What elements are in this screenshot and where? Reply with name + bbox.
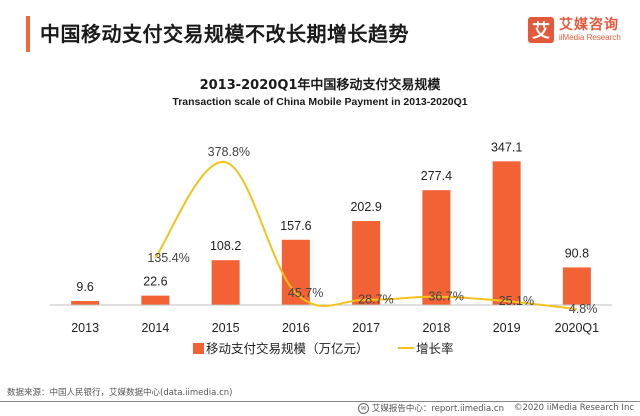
x-tick-label-2013: 2013 <box>71 321 99 335</box>
bar-label-2014: 22.6 <box>143 275 167 289</box>
growth-label-2020Q1: 4.8% <box>569 302 598 316</box>
bar-label-2018: 277.4 <box>421 169 452 183</box>
report-center-text: 艾媒报告中心：report.iimedia.cn <box>371 404 504 414</box>
logo-name-cn: 艾媒咨询 <box>559 17 619 33</box>
legend-bar-label: 移动支付交易规模（万亿元） <box>206 341 369 356</box>
footer-divider <box>0 401 640 402</box>
bar-label-2015: 108.2 <box>210 239 241 253</box>
x-tick-label-2016: 2016 <box>282 321 310 335</box>
growth-label-2017: 28.7% <box>358 293 393 307</box>
bar-label-2013: 9.6 <box>76 280 93 294</box>
growth-label-2014: 135.4% <box>147 251 189 265</box>
bar-2018 <box>422 190 451 305</box>
bar-2019 <box>492 161 521 305</box>
bar-label-2019: 347.1 <box>491 140 522 154</box>
bar-label-2017: 202.9 <box>350 200 381 214</box>
page-title: 中国移动支付交易规模不改长期增长趋势 <box>40 22 409 46</box>
growth-rate-line <box>154 161 577 311</box>
logo-text: 艾媒咨询 iiMedia Research <box>559 18 621 42</box>
bar-label-2016: 157.6 <box>280 219 311 233</box>
x-tick-label-2014: 2014 <box>141 321 169 335</box>
footer: ✉ 艾媒报告中心：report.iimedia.cn ©2020 iiMedia… <box>357 402 634 414</box>
growth-label-2018: 36.7% <box>428 290 463 304</box>
x-tick-label-2015: 2015 <box>212 321 240 335</box>
report-center-icon: ✉ <box>357 402 369 414</box>
x-tick-label-2017: 2017 <box>352 321 380 335</box>
title-accent-bar <box>26 16 30 52</box>
chart-title: 2013-2020Q1年中国移动支付交易规模 <box>199 78 441 93</box>
bar-2015 <box>211 260 240 305</box>
growth-label-2019: 25.1% <box>499 294 534 308</box>
data-source: 数据来源：中国人民银行，艾媒数据中心(data.iimedia.cn) <box>7 388 233 398</box>
x-tick-label-2019: 2019 <box>493 321 521 335</box>
iimedia-logo: 艾 艾媒咨询 iiMedia Research <box>528 17 621 43</box>
bar-2013 <box>71 301 100 305</box>
growth-label-2015: 378.8% <box>208 145 250 159</box>
bar-2014 <box>141 295 170 305</box>
legend-line-label: 增长率 <box>416 341 454 356</box>
logo-mark-icon: 艾 <box>528 17 554 43</box>
logo-name-en: iiMedia Research <box>559 33 621 42</box>
bar-2020Q1 <box>562 267 591 305</box>
copyright-text: ©2020 iiMedia Research Inc <box>513 403 634 413</box>
growth-label-2016: 45.7% <box>288 286 323 300</box>
bar-2017 <box>352 221 381 305</box>
legend-bar-swatch <box>193 343 204 354</box>
bar-label-2020Q1: 90.8 <box>565 246 589 260</box>
x-tick-label-2018: 2018 <box>422 321 450 335</box>
x-tick-label-2020Q1: 2020Q1 <box>555 321 600 335</box>
chart-subtitle: Transaction scale of China Mobile Paymen… <box>172 96 468 108</box>
